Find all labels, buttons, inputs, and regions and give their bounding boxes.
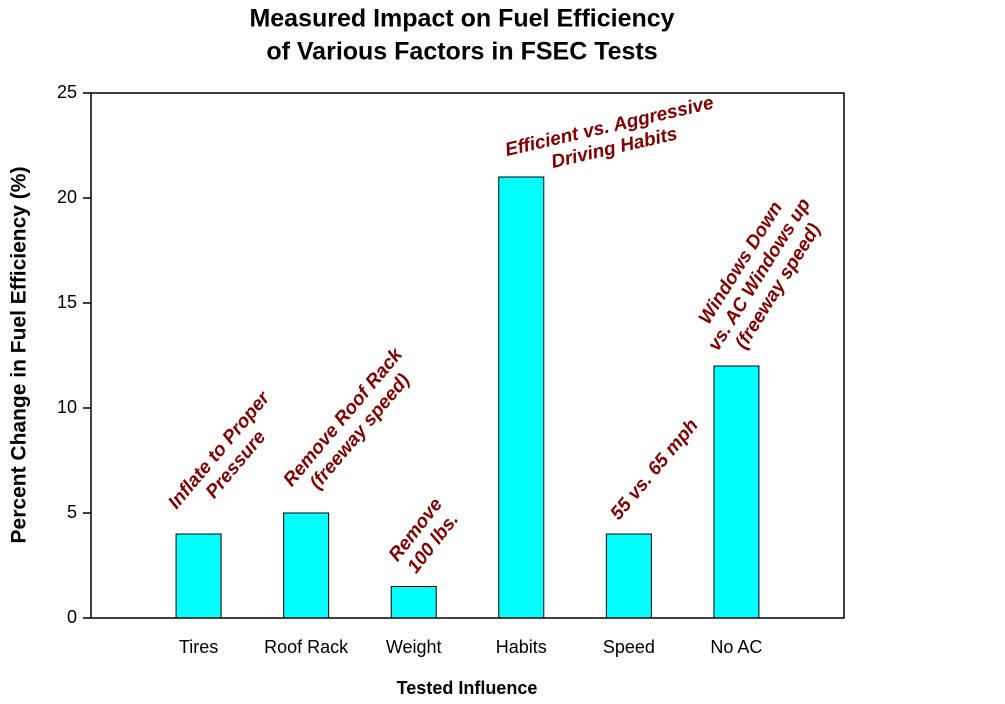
bar: [713, 365, 760, 619]
x-tick-label: Speed: [603, 637, 655, 657]
x-tick-label: Tires: [179, 637, 218, 657]
annotation: 55 vs. 65 mph: [607, 415, 703, 524]
annotation-line: 55 vs. 65 mph: [607, 415, 703, 524]
bar: [605, 533, 652, 619]
x-tick-label: Roof Rack: [264, 637, 349, 657]
y-tick-label: 25: [57, 82, 77, 102]
y-tick-label: 5: [67, 502, 77, 522]
bar: [390, 586, 437, 619]
y-tick-label: 15: [57, 292, 77, 312]
x-tick-label: No AC: [710, 637, 762, 657]
bar: [283, 512, 330, 619]
x-tick-label: Habits: [496, 637, 547, 657]
x-axis-label: Tested Influence: [397, 678, 538, 698]
x-tick-label: Weight: [386, 637, 442, 657]
plot-frame: [90, 92, 845, 619]
bar: [175, 533, 222, 619]
y-tick-label: 20: [57, 187, 77, 207]
annotation-line: Remove Roof Rack: [280, 343, 408, 490]
y-tick-label: 0: [67, 607, 77, 627]
y-tick-label: 10: [57, 397, 77, 417]
chart-title: of Various Factors in FSEC Tests: [266, 38, 657, 66]
bar: [498, 176, 545, 619]
annotation: Remove Roof Rack(freeway speed): [280, 343, 415, 493]
y-axis-label: Percent Change in Fuel Efficiency (%): [8, 167, 31, 544]
chart-title: Measured Impact on Fuel Efficiency: [249, 5, 674, 33]
